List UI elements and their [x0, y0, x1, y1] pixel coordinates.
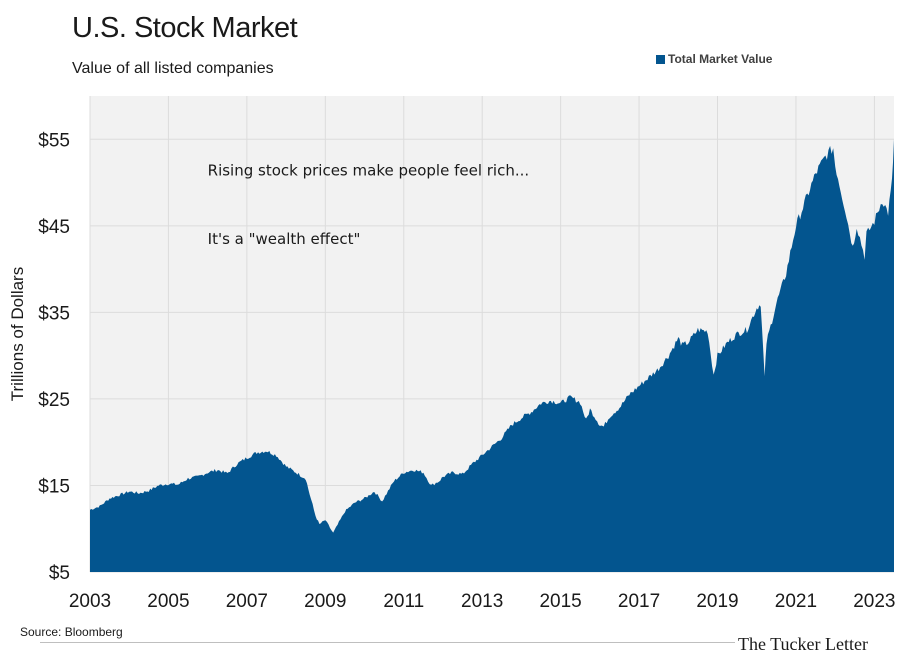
y-tick-label-35: $35: [38, 303, 70, 324]
x-tick-label-2009: 2009: [304, 591, 346, 612]
y-tick-label-15: $15: [38, 476, 70, 497]
x-tick-label-2023: 2023: [853, 591, 895, 612]
x-axis-ticks: 2003 2005 2007 2009 2011 2013 2015 2017 2019 2021…: [69, 591, 896, 612]
chart-title: U.S. Stock Market: [72, 12, 298, 44]
x-tick-label-2015: 2015: [539, 591, 581, 612]
annotation-rich: Rising stock prices make people feel ric…: [208, 162, 530, 180]
y-tick-label-45: $45: [38, 217, 70, 238]
x-tick-label-2003: 2003: [69, 591, 111, 612]
y-axis-ticks: $5 $15 $25 $35 $45 $55: [38, 130, 70, 584]
x-tick-label-2011: 2011: [383, 591, 424, 612]
y-tick-label-55: $55: [38, 130, 70, 151]
x-tick-label-2019: 2019: [696, 591, 738, 612]
x-tick-label-2007: 2007: [226, 591, 268, 612]
x-tick-label-2013: 2013: [461, 591, 503, 612]
x-tick-label-2021: 2021: [775, 591, 817, 612]
series-area-total-market-value: [90, 139, 894, 573]
source-note: Source: Bloomberg: [20, 625, 123, 639]
legend-label: Total Market Value: [668, 52, 773, 66]
chart-plot: $5$15$25$35$45$55 2003 2005 2007 2009 2011 20…: [38, 96, 896, 612]
x-tick-label-2017: 2017: [618, 591, 660, 612]
y-tick-label-25: $25: [38, 390, 70, 411]
y-tick-label-5: $5: [49, 563, 70, 584]
chart-legend: Total Market Value: [656, 52, 772, 66]
legend-swatch: [656, 54, 665, 64]
annotation-wealth-effect: It's a "wealth effect": [208, 230, 361, 248]
footer-divider: [40, 642, 735, 643]
brand-signature: The Tucker Letter: [738, 634, 868, 654]
x-tick-label-2005: 2005: [147, 591, 189, 612]
chart-subtitle: Value of all listed companies: [72, 60, 274, 77]
